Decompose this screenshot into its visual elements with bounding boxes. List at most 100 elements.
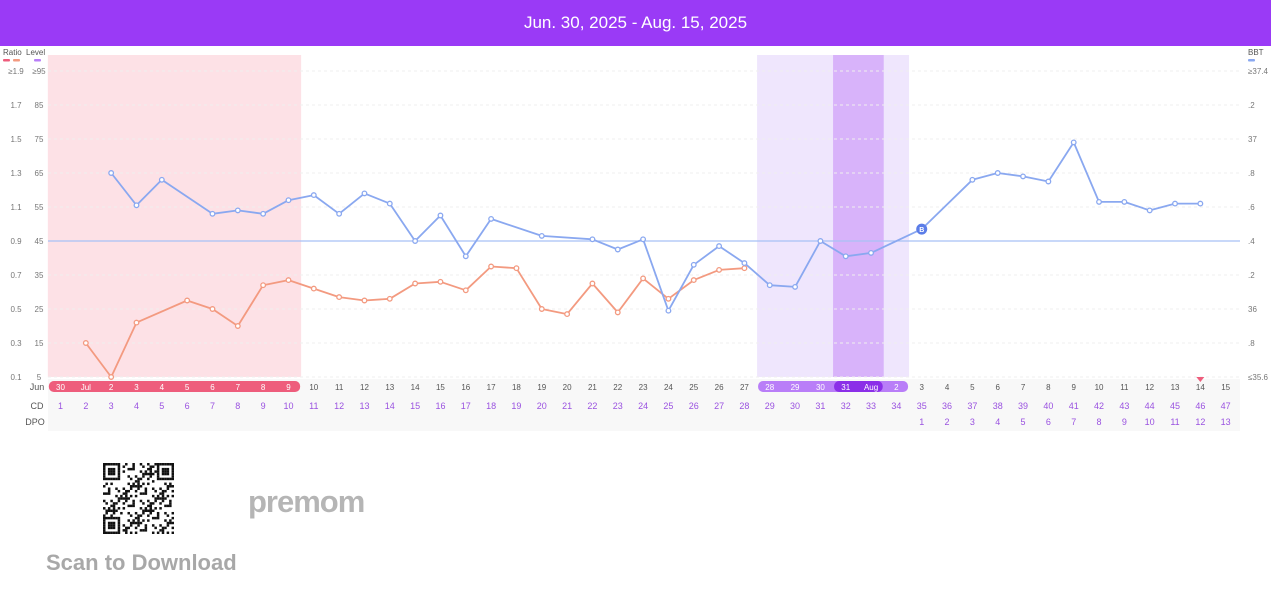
level-tick-label: 5 [37, 373, 42, 382]
lh-data-point [336, 294, 343, 301]
cd-value: 19 [511, 401, 521, 411]
date-label: 22 [613, 383, 622, 392]
cd-value: 5 [159, 401, 164, 411]
level-legend-label: Level [26, 48, 45, 57]
lh-data-point [386, 295, 393, 302]
bbt-data-point [437, 212, 444, 219]
lh-data-point [412, 280, 419, 287]
ratio-tick-label: 0.3 [10, 339, 22, 348]
bbt-data-point [538, 232, 545, 239]
ratio-legend-label: Ratio [3, 48, 22, 57]
bbt-data-point [969, 176, 976, 183]
dpo-value: 4 [995, 417, 1000, 427]
date-label: 5 [970, 383, 975, 392]
cd-value: 21 [562, 401, 572, 411]
cd-value: 23 [613, 401, 623, 411]
cd-value: 42 [1094, 401, 1104, 411]
cd-value: 2 [83, 401, 88, 411]
date-label: 7 [1021, 383, 1026, 392]
lh-data-point [640, 275, 647, 282]
cd-value: 14 [385, 401, 395, 411]
bbt-data-point [589, 236, 596, 243]
ovulation-marker-label: B [919, 227, 924, 234]
cd-value: 15 [410, 401, 420, 411]
lh-data-point [614, 309, 621, 316]
bbt-data-point [1045, 178, 1052, 185]
cd-value: 44 [1145, 401, 1155, 411]
level-tick-label: 35 [35, 271, 44, 280]
level-tick-label: ≥95 [32, 67, 46, 76]
date-label: 3 [134, 383, 139, 392]
lh-data-point [82, 340, 89, 346]
bbt-data-point [1172, 200, 1178, 207]
period-band [47, 55, 302, 377]
cd-value: 16 [435, 401, 445, 411]
date-label: 6 [210, 383, 215, 392]
fertile-date-pill [758, 381, 909, 392]
cd-value: 18 [486, 401, 496, 411]
bbt-data-point [792, 283, 799, 290]
ratio-tick-label: 1.3 [10, 169, 22, 178]
ratio-tick-label: 0.1 [10, 373, 22, 382]
date-label: 15 [436, 383, 445, 392]
ratio-tick-label: 0.5 [10, 305, 22, 314]
lh-data-point [716, 266, 723, 273]
bbt-legend-swatch [1248, 59, 1255, 62]
cd-value: 46 [1195, 401, 1205, 411]
date-label: 2 [109, 383, 114, 392]
date-label: 4 [945, 383, 950, 392]
date-label: 5 [185, 383, 190, 392]
date-label: Aug [864, 383, 878, 392]
dpo-value: 9 [1122, 417, 1127, 427]
bbt-data-point [412, 238, 419, 244]
date-label: 6 [995, 383, 1000, 392]
date-label: 21 [588, 383, 597, 392]
cd-value: 33 [866, 401, 876, 411]
bbt-data-point [1146, 207, 1153, 214]
level-tick-label: 85 [35, 101, 44, 110]
date-label: Jul [81, 383, 91, 392]
lh-series-line [85, 265, 745, 378]
bbt-data-point [1020, 173, 1026, 180]
dpo-value: 11 [1170, 417, 1179, 427]
bbt-data-point [336, 210, 343, 217]
ratio-legend-swatch [3, 59, 10, 62]
dpo-value: 7 [1071, 417, 1076, 427]
date-range-title: Jun. 30, 2025 - Aug. 15, 2025 [523, 13, 748, 32]
qr-code-icon[interactable] [103, 463, 174, 534]
lh-data-point [462, 287, 469, 294]
period-date-pill [48, 381, 301, 392]
ratio-tick-label: 1.7 [10, 101, 22, 110]
bbt-data-point [614, 246, 621, 253]
ratio-tick-label: ≥1.9 [8, 67, 24, 76]
date-label: 24 [664, 383, 673, 392]
period-prediction-marker [1196, 377, 1205, 382]
ratio-tick-label: 1.1 [10, 203, 22, 212]
cd-value: 10 [283, 401, 293, 411]
lh-data-point [310, 285, 317, 292]
date-label: 23 [639, 383, 648, 392]
lh-data-point [488, 263, 495, 270]
lh-data-point [665, 295, 672, 302]
bbt-data-point [462, 253, 469, 260]
date-label: 10 [1095, 383, 1104, 392]
date-label: 26 [715, 383, 724, 392]
date-label: 28 [765, 383, 774, 392]
date-label: 15 [1221, 383, 1230, 392]
date-label: 2 [894, 383, 899, 392]
date-label: 9 [1071, 383, 1076, 392]
date-label: 8 [261, 383, 266, 392]
bbt-data-point [209, 210, 216, 217]
lh-data-point [184, 297, 191, 304]
cd-value: 30 [790, 401, 800, 411]
cd-value: 27 [714, 401, 724, 411]
cd-value: 36 [942, 401, 952, 411]
bbt-tick-label: .8 [1248, 169, 1255, 178]
lh-data-point [234, 323, 241, 329]
cd-value: 17 [461, 401, 471, 411]
cd-value: 41 [1069, 401, 1079, 411]
cd-value: 26 [689, 401, 699, 411]
bbt-data-point [158, 176, 165, 183]
cd-value: 35 [917, 401, 927, 411]
cd-value: 9 [261, 401, 266, 411]
